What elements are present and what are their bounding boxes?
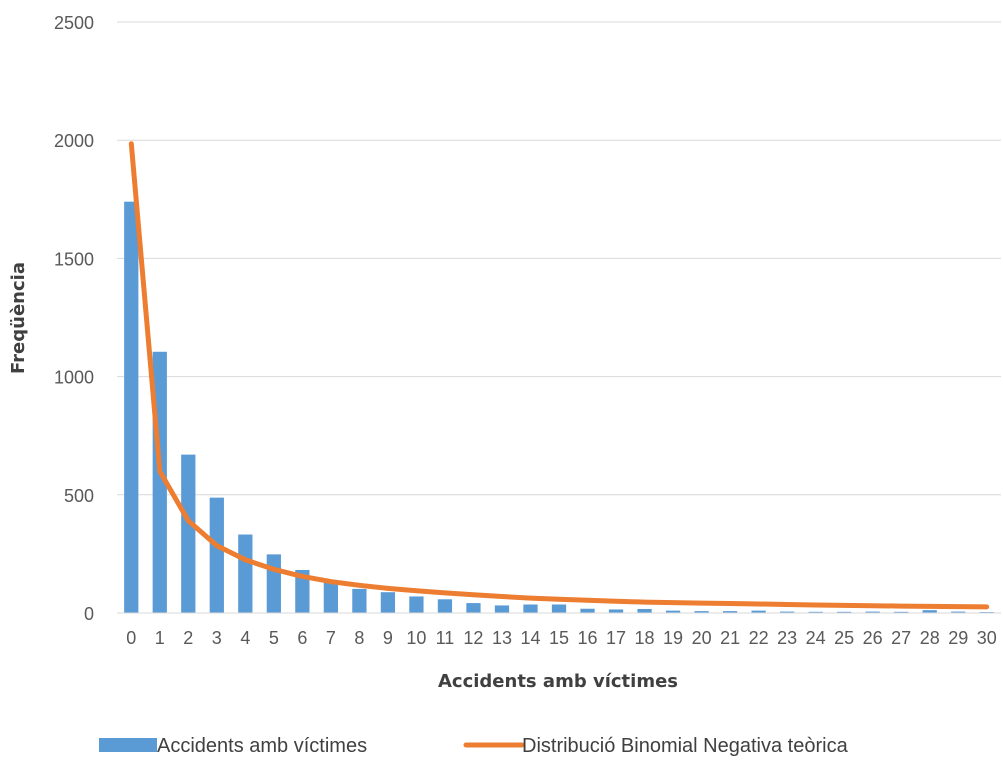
series-line [128, 141, 990, 610]
bar [181, 454, 196, 613]
bar [751, 610, 766, 613]
bar [551, 604, 567, 613]
x-tick-label: 3 [212, 628, 222, 648]
x-tick-label: 4 [240, 628, 250, 648]
y-tick-label: 500 [64, 486, 94, 506]
bar [580, 608, 595, 613]
bar-series [124, 201, 994, 613]
x-tick-label: 28 [920, 628, 940, 648]
x-tick-label: 2 [183, 628, 193, 648]
x-tick-label: 8 [354, 628, 364, 648]
x-tick-label: 24 [806, 628, 826, 648]
legend: Accidents amb víctimes Distribució Binom… [99, 735, 849, 757]
bar [523, 604, 538, 613]
x-tick-label: 12 [463, 628, 483, 648]
x-axis-title: Accidents amb víctimes [438, 671, 678, 692]
x-tick-label: 16 [578, 628, 598, 648]
bar [323, 582, 338, 613]
x-tick-label: 14 [520, 628, 540, 648]
x-tick-label: 25 [834, 628, 854, 648]
bar [780, 611, 795, 613]
bar [865, 611, 880, 613]
bar [494, 605, 510, 613]
x-tick-label: 29 [948, 628, 968, 648]
y-tick-label: 1000 [54, 368, 94, 388]
bar [409, 596, 424, 613]
x-tick-label: 1 [155, 628, 165, 648]
legend-label-line: Distribució Binomial Negativa teòrica [522, 735, 849, 757]
x-tick-label: 15 [549, 628, 569, 648]
bar [380, 592, 396, 613]
x-tick-label: 20 [692, 628, 712, 648]
bar [837, 611, 852, 613]
bar [665, 610, 681, 613]
bar [124, 201, 139, 613]
bar [808, 611, 823, 613]
x-tick-label: 6 [297, 628, 307, 648]
bar [894, 611, 909, 613]
legend-swatch-bars [99, 738, 157, 752]
bar [951, 611, 966, 613]
x-tick-label: 0 [126, 628, 136, 648]
x-tick-label: 26 [863, 628, 883, 648]
x-tick-label: 22 [749, 628, 769, 648]
x-tick-label: 9 [383, 628, 393, 648]
x-tick-label: 30 [977, 628, 997, 648]
x-axis-ticks: 0 1 2 3 4 5 6 7 8 9 10 11 12 13 14 15 16 17 18 19 20 21 22 23 24… [126, 628, 997, 648]
x-tick-label: 27 [891, 628, 911, 648]
bar [266, 554, 281, 613]
bar [608, 609, 624, 613]
y-tick-label: 1500 [54, 249, 94, 269]
x-tick-label: 21 [720, 628, 740, 648]
bar [466, 603, 481, 613]
x-tick-label: 13 [492, 628, 512, 648]
bar [694, 611, 709, 613]
x-tick-label: 5 [269, 628, 279, 648]
bar [637, 608, 652, 613]
bar [722, 611, 738, 613]
x-tick-label: 18 [635, 628, 655, 648]
y-tick-label: 2000 [54, 131, 94, 151]
bar [238, 534, 253, 613]
line-series [128, 141, 990, 610]
x-tick-label: 17 [606, 628, 626, 648]
x-tick-label: 11 [436, 628, 455, 648]
x-tick-label: 10 [406, 628, 426, 648]
gridlines [117, 21, 1001, 496]
y-axis-ticks: 0 500 1000 1500 2000 2500 [54, 13, 94, 624]
y-tick-label: 2500 [54, 13, 94, 33]
legend-label-bars: Accidents amb víctimes [157, 735, 367, 757]
bar [209, 497, 224, 613]
y-tick-label: 0 [84, 604, 94, 624]
bar [922, 610, 937, 613]
y-axis-title: Freqüència [8, 262, 29, 374]
bar [352, 588, 367, 613]
bar [437, 599, 453, 613]
x-tick-label: 23 [777, 628, 797, 648]
x-tick-label: 7 [326, 628, 336, 648]
bar [295, 569, 310, 613]
x-tick-label: 19 [663, 628, 683, 648]
